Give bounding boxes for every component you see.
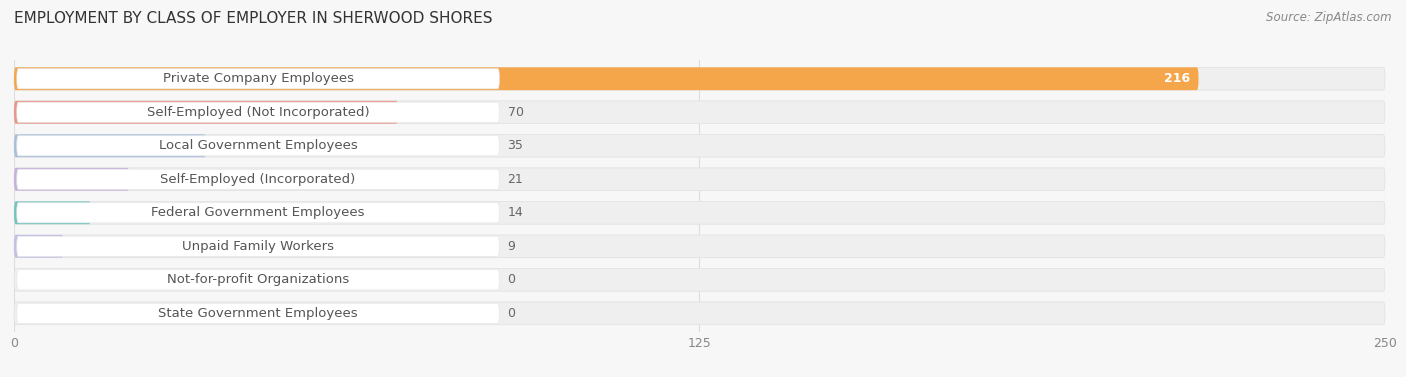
Text: 35: 35	[508, 139, 523, 152]
Text: Federal Government Employees: Federal Government Employees	[152, 206, 364, 219]
FancyBboxPatch shape	[17, 69, 499, 89]
Text: 70: 70	[508, 106, 523, 119]
Text: 21: 21	[508, 173, 523, 186]
Text: Private Company Employees: Private Company Employees	[163, 72, 353, 85]
FancyBboxPatch shape	[14, 168, 129, 191]
Text: 0: 0	[508, 273, 516, 286]
FancyBboxPatch shape	[14, 101, 398, 124]
FancyBboxPatch shape	[14, 201, 1385, 224]
Text: Self-Employed (Incorporated): Self-Employed (Incorporated)	[160, 173, 356, 186]
Text: Unpaid Family Workers: Unpaid Family Workers	[181, 240, 335, 253]
Text: Local Government Employees: Local Government Employees	[159, 139, 357, 152]
FancyBboxPatch shape	[14, 268, 1385, 291]
FancyBboxPatch shape	[17, 270, 499, 290]
FancyBboxPatch shape	[14, 201, 91, 224]
FancyBboxPatch shape	[17, 303, 499, 323]
FancyBboxPatch shape	[14, 67, 1385, 90]
FancyBboxPatch shape	[14, 302, 1385, 325]
FancyBboxPatch shape	[14, 235, 1385, 258]
FancyBboxPatch shape	[14, 134, 1385, 157]
Text: Self-Employed (Not Incorporated): Self-Employed (Not Incorporated)	[146, 106, 370, 119]
Text: EMPLOYMENT BY CLASS OF EMPLOYER IN SHERWOOD SHORES: EMPLOYMENT BY CLASS OF EMPLOYER IN SHERW…	[14, 11, 492, 26]
FancyBboxPatch shape	[17, 169, 499, 189]
FancyBboxPatch shape	[17, 236, 499, 256]
FancyBboxPatch shape	[14, 168, 1385, 191]
FancyBboxPatch shape	[14, 134, 207, 157]
Text: Source: ZipAtlas.com: Source: ZipAtlas.com	[1267, 11, 1392, 24]
FancyBboxPatch shape	[14, 67, 1198, 90]
FancyBboxPatch shape	[17, 203, 499, 223]
Text: Not-for-profit Organizations: Not-for-profit Organizations	[167, 273, 349, 286]
Text: 216: 216	[1164, 72, 1191, 85]
Text: 0: 0	[508, 307, 516, 320]
FancyBboxPatch shape	[14, 101, 1385, 124]
Text: 14: 14	[508, 206, 523, 219]
Text: State Government Employees: State Government Employees	[159, 307, 359, 320]
FancyBboxPatch shape	[17, 136, 499, 156]
FancyBboxPatch shape	[17, 102, 499, 122]
FancyBboxPatch shape	[14, 235, 63, 258]
Text: 9: 9	[508, 240, 516, 253]
